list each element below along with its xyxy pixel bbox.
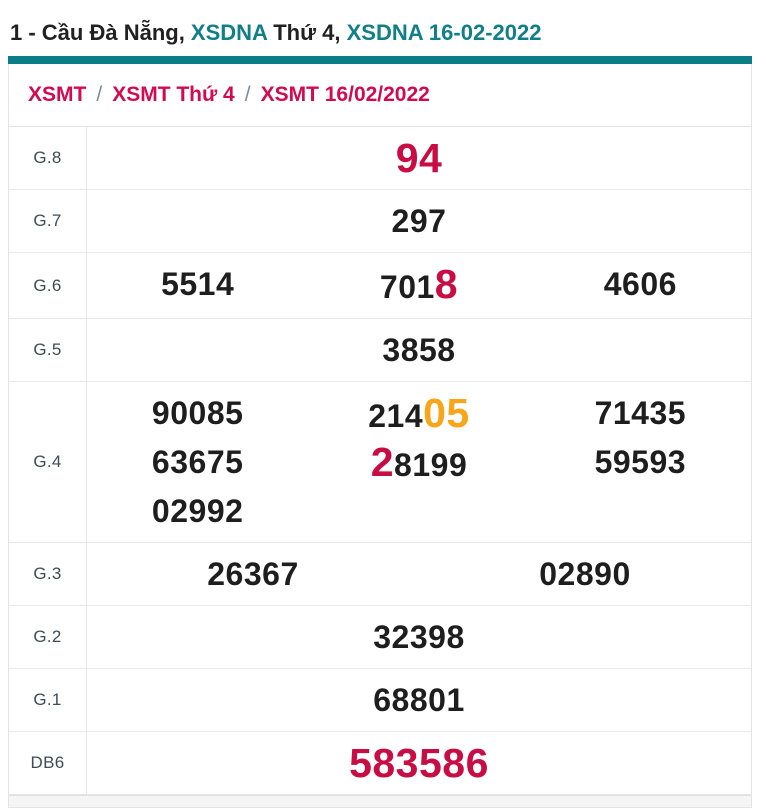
number-digits: 701 [379, 269, 435, 305]
breadcrumb-link[interactable]: XSMT 16/02/2022 [260, 83, 430, 106]
prize-values: 32398 [87, 606, 751, 668]
prize-number: 02890 [419, 552, 751, 596]
prize-line: 02992 [87, 489, 751, 533]
prize-row: DB6 583586 [9, 732, 751, 795]
prize-number: 297 [87, 199, 751, 243]
prize-label: G.2 [9, 606, 87, 668]
prize-line: 583586 [87, 741, 751, 785]
prize-row: G.4 90085 214 05 71435 63675 2 8199 59593 02992 [9, 382, 751, 543]
prize-values: 68801 [87, 669, 751, 731]
prize-label: G.7 [9, 190, 87, 252]
prize-row: G.3 26367 02890 [9, 543, 751, 606]
highlighted-digits: 2 [370, 439, 395, 485]
prize-number: 68801 [87, 678, 751, 722]
prize-number: 701 8 [308, 262, 529, 309]
prize-line: 90085 214 05 71435 [87, 391, 751, 438]
highlighted-digits: 8 [434, 261, 459, 307]
prize-row: G.8 94 [9, 127, 751, 190]
number-digits: 71435 [594, 395, 687, 431]
prize-line: 3858 [87, 328, 751, 372]
title-link[interactable]: XSDNA 16-02-2022 [346, 20, 542, 45]
number-digits: 8199 [394, 447, 468, 483]
prize-number-empty [530, 489, 751, 533]
number-digits: 32398 [373, 619, 465, 655]
prize-line: 68801 [87, 678, 751, 722]
prize-values: 3858 [87, 319, 751, 381]
prize-number: 2 8199 [308, 440, 529, 487]
prize-label: G.8 [9, 127, 87, 189]
prize-row: G.1 68801 [9, 669, 751, 732]
next-section-strip [9, 795, 751, 807]
prize-number-empty [308, 489, 529, 533]
box-accent-bar [8, 56, 752, 64]
number-digits: 68801 [373, 682, 465, 718]
prize-number: 59593 [530, 440, 751, 487]
prize-number: 583586 [87, 741, 751, 785]
prize-table: G.8 94 G.7 297 G.6 5514 701 8 4606 G.5 3858 G.4 9008… [9, 127, 751, 795]
prize-line: 5514 701 8 4606 [87, 262, 751, 309]
number-digits: 4606 [603, 266, 677, 302]
prize-label: DB6 [9, 732, 87, 794]
prize-row: G.2 32398 [9, 606, 751, 669]
breadcrumb-separator: / [244, 83, 251, 106]
prize-number: 26367 [87, 552, 419, 596]
prize-number: 02992 [87, 489, 308, 533]
prize-values: 5514 701 8 4606 [87, 253, 751, 318]
prize-number: 32398 [87, 615, 751, 659]
prize-values: 297 [87, 190, 751, 252]
prize-line: 297 [87, 199, 751, 243]
prize-number: 5514 [87, 262, 308, 309]
number-digits: 90085 [151, 395, 244, 431]
number-digits: 5514 [161, 266, 235, 302]
prize-number: 214 05 [308, 391, 529, 438]
number-digits: 02890 [539, 556, 631, 592]
prize-number: 71435 [530, 391, 751, 438]
number-digits: 26367 [207, 556, 299, 592]
prize-row: G.6 5514 701 8 4606 [9, 253, 751, 319]
breadcrumb-link[interactable]: XSMT [28, 83, 87, 106]
prize-values: 583586 [87, 732, 751, 794]
title-text: 1 - Cầu Đà Nẵng, [10, 20, 191, 45]
prize-values: 26367 02890 [87, 543, 751, 605]
number-digits: 214 [368, 398, 424, 434]
prize-label: G.1 [9, 669, 87, 731]
prize-number: 4606 [530, 262, 751, 309]
number-digits: 59593 [594, 444, 687, 480]
breadcrumb-link[interactable]: XSMT Thứ 4 [112, 83, 235, 106]
highlighted-digits: 05 [423, 390, 470, 436]
prize-row: G.5 3858 [9, 319, 751, 382]
prize-line: 63675 2 8199 59593 [87, 440, 751, 487]
prize-number: 90085 [87, 391, 308, 438]
prize-values: 94 [87, 127, 751, 189]
number-digits: 63675 [151, 444, 244, 480]
breadcrumb: XSMT / XSMT Thứ 4 / XSMT 16/02/2022 [9, 64, 751, 127]
prize-label: G.3 [9, 543, 87, 605]
highlighted-digits: 94 [395, 135, 443, 181]
results-box: XSMT / XSMT Thứ 4 / XSMT 16/02/2022 G.8 94 G.7… [8, 56, 752, 808]
prize-line: 32398 [87, 615, 751, 659]
prize-label: G.5 [9, 319, 87, 381]
prize-line: 26367 02890 [87, 552, 751, 596]
number-digits: 3858 [382, 332, 456, 368]
prize-number: 3858 [87, 328, 751, 372]
prize-number: 63675 [87, 440, 308, 487]
prize-label: G.6 [9, 253, 87, 318]
prize-row: G.7 297 [9, 190, 751, 253]
prize-values: 90085 214 05 71435 63675 2 8199 59593 02992 [87, 382, 751, 542]
prize-label: G.4 [9, 382, 87, 542]
title-link[interactable]: XSDNA [190, 20, 268, 45]
prize-line: 94 [87, 136, 751, 180]
number-digits: 297 [391, 203, 447, 239]
title-text: Thứ 4, [267, 20, 347, 45]
number-digits: 02992 [151, 493, 244, 529]
breadcrumb-separator: / [96, 83, 103, 106]
prize-number: 94 [87, 136, 751, 180]
page-title: 1 - Cầu Đà Nẵng, XSDNA Thứ 4, XSDNA 16-0… [0, 0, 758, 46]
highlighted-digits: 583586 [349, 740, 489, 786]
